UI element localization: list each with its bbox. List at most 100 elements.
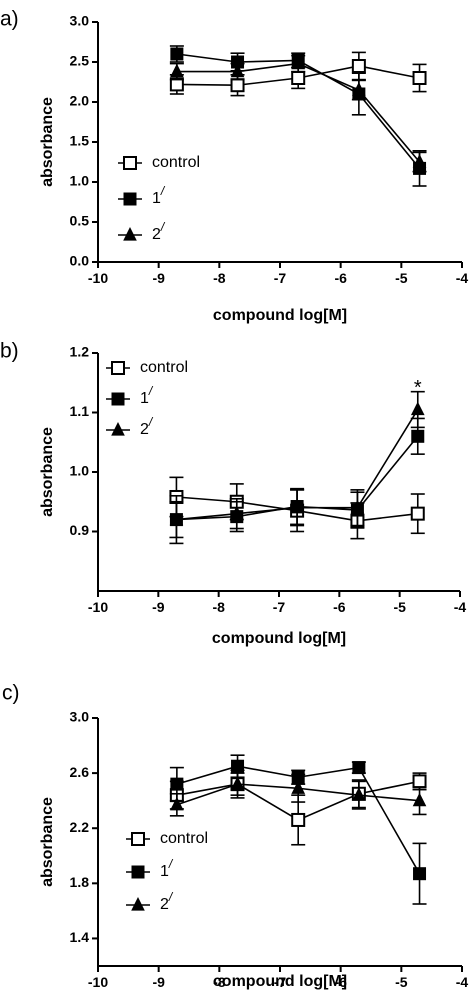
data-point [412, 154, 427, 168]
data-point [413, 867, 427, 881]
panel-label: c) [2, 682, 20, 705]
legend-entry: control [140, 359, 188, 376]
y-tick-label: 1.4 [70, 929, 90, 945]
x-tick-label: -9 [152, 974, 165, 990]
data-point [352, 761, 366, 775]
panel-1: a) 0.0 0.5 1.0 1.5 2.0 2.5 3.0 -10 -9 -8 -7 -6 -5 -4 co… [0, 8, 468, 324]
legend-entry-label: control [140, 359, 188, 376]
data-point [169, 511, 184, 526]
data-point [170, 63, 184, 78]
data-point [230, 78, 245, 93]
legend-entry: 1/ [140, 384, 154, 407]
x-tick-label: -6 [334, 974, 347, 990]
y-tick-label: 1.2 [70, 344, 90, 360]
legend-marker [131, 865, 145, 879]
data-point [352, 787, 366, 801]
panel-label: a) [0, 8, 19, 31]
legend-marker [111, 392, 125, 406]
y-tick-label: 1.0 [70, 173, 90, 189]
data-point [231, 759, 245, 773]
x-tick-label: -5 [395, 270, 408, 286]
data-point [412, 774, 427, 789]
legend-entry-label: 1 [140, 390, 149, 407]
y-tick-label: 1.5 [70, 133, 90, 149]
y-tick-label: 3.0 [70, 13, 90, 29]
x-axis-label: compound log[M] [212, 630, 346, 647]
data-point [291, 71, 306, 85]
x-tick-label: -7 [274, 974, 287, 990]
x-tick-label: -7 [273, 599, 286, 615]
legend-entry: 1/ [160, 857, 174, 880]
y-axis-label: absorbance [39, 797, 56, 887]
legend-entry-label: 2 [140, 421, 149, 438]
data-point [350, 499, 365, 514]
y-tick-label: 1.8 [70, 874, 90, 890]
legend-entry-label: 1 [160, 863, 169, 880]
data-point [410, 506, 425, 521]
x-tick-label: -9 [152, 599, 165, 615]
data-point [412, 792, 427, 807]
legend-entry-label: control [160, 830, 208, 847]
y-axis-label: absorbance [39, 97, 56, 187]
y-tick-label: 2.5 [70, 53, 90, 69]
data-point [230, 63, 245, 78]
data-point [412, 71, 427, 85]
legend-entry-label: 2 [152, 226, 161, 243]
series-3 [169, 390, 425, 539]
y-tick-label: 3.0 [70, 709, 90, 725]
data-point [170, 47, 184, 61]
legend-marker [123, 192, 137, 206]
legend-entry: 2/ [160, 890, 174, 913]
x-axis-label: compound log[M] [213, 973, 347, 990]
legend-entry-superscript: / [160, 220, 166, 234]
panel-label: b) [0, 340, 19, 363]
y-tick-label: 0.9 [70, 522, 90, 538]
x-tick-label: -6 [334, 270, 347, 286]
x-tick-label: -10 [88, 599, 108, 615]
legend-marker [111, 422, 125, 436]
panel-3: c) 1.4 1.8 2.2 2.6 3.0 -10 -9 -8 -7 -6 -5 -4 compound… [2, 682, 468, 990]
data-point [291, 812, 306, 827]
data-point [352, 82, 366, 96]
x-tick-label: -8 [213, 974, 226, 990]
x-tick-label: -8 [212, 599, 225, 615]
legend-entry: 2/ [152, 220, 166, 243]
legend-marker [131, 897, 145, 911]
y-tick-label: 2.0 [70, 93, 90, 109]
x-tick-label: -8 [213, 270, 226, 286]
x-tick-label: -9 [152, 270, 165, 286]
legend-entry: control [160, 830, 208, 847]
legend-marker [111, 361, 125, 375]
x-tick-label: -5 [395, 974, 408, 990]
legend-marker [123, 156, 137, 170]
y-tick-label: 2.6 [70, 764, 90, 780]
x-tick-label: -4 [456, 974, 469, 990]
y-tick-label: 2.2 [70, 819, 90, 835]
panel-2: b) 0.9 1.0 1.1 1.2 -10 -9 -8 -7 -6 -5 -4 compound lo… [0, 340, 466, 647]
legend-entry: 2/ [140, 415, 154, 438]
data-point [290, 499, 304, 514]
data-point [291, 780, 306, 794]
significance-annotation: * [414, 377, 422, 399]
y-tick-label: 0.0 [70, 253, 90, 269]
y-axis-label: absorbance [39, 427, 56, 517]
legend-marker [131, 832, 145, 846]
x-tick-label: -10 [88, 974, 108, 990]
x-tick-label: -5 [393, 599, 406, 615]
legend-entry-superscript: / [168, 890, 174, 904]
legend-entry: control [152, 154, 200, 171]
series-3 [169, 772, 427, 817]
y-tick-label: 0.5 [70, 213, 90, 229]
data-point [170, 777, 184, 791]
legend-entry-superscript: / [148, 384, 154, 398]
legend-entry: 1/ [152, 184, 166, 207]
legend-entry-label: 1 [152, 190, 161, 207]
legend-marker [123, 227, 137, 241]
legend-entry-label: 2 [160, 896, 169, 913]
x-tick-label: -10 [88, 270, 108, 286]
series-3 [169, 54, 427, 173]
